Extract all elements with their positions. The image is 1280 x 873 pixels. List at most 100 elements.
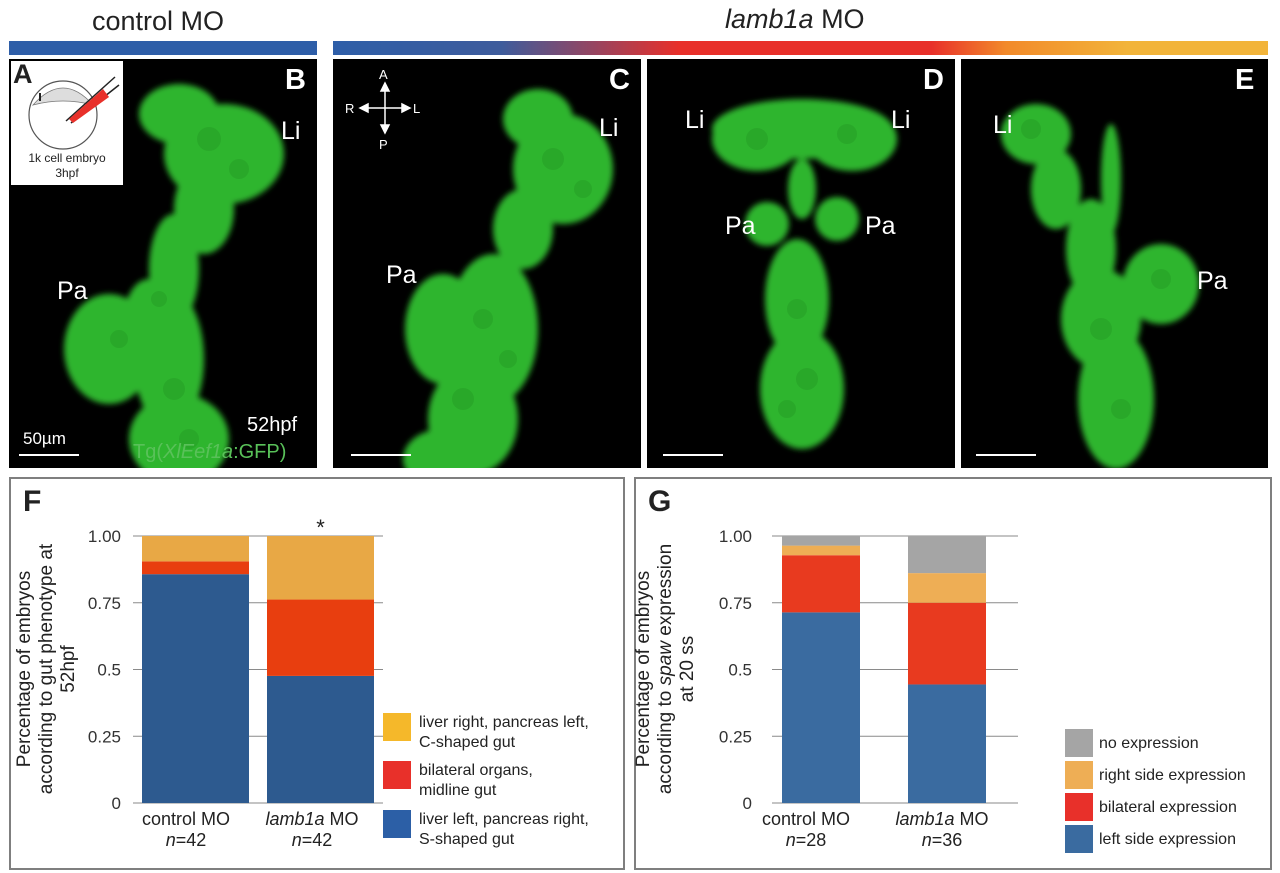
- chart-g-category-0: control MO n=28: [731, 809, 881, 851]
- chart-g-legend-label-2: bilateral expression: [1099, 799, 1237, 816]
- chart-f-bar-1-1: [267, 599, 374, 676]
- pancreas-label-d-left: Pa: [725, 212, 756, 240]
- chart-g-category-1-n: n=36: [921, 830, 963, 850]
- chart-f-ytick-2: 0.5: [97, 661, 121, 680]
- inset-caption-line1: 1k cell embryo: [28, 151, 106, 165]
- chart-f-bar-1-2: [267, 536, 374, 600]
- scale-bar-b: [19, 454, 79, 456]
- liver-label-c: Li: [599, 114, 619, 142]
- chart-g-bar-1-3: [908, 536, 986, 574]
- chart-f-legend-swatch-0: [383, 713, 411, 741]
- pancreas-label-d-right: Pa: [865, 212, 896, 240]
- panel-label-a: A: [13, 59, 33, 89]
- chart-f-legend-swatch-1: [383, 761, 411, 789]
- micrograph-panel-d: D Li Li Pa Pa: [647, 59, 955, 468]
- chart-g-category-0-label: control MO: [761, 809, 851, 829]
- chart-g-category-0-n: n=28: [785, 830, 827, 850]
- panel-label-f: F: [23, 485, 42, 518]
- gut-gfp-image-d: [712, 99, 897, 449]
- chart-f-ytick-0: 0: [112, 794, 121, 813]
- chart-f-bar-1-0: [267, 675, 374, 803]
- chart-g-ytick-1: 0.25: [719, 727, 752, 746]
- liver-label-d-left: Li: [685, 106, 705, 134]
- micrograph-panel-c: A P R L C Li Pa: [333, 59, 641, 468]
- chart-g-bar-1-2: [908, 573, 986, 603]
- chart-g-ytick-2: 0.5: [728, 661, 752, 680]
- pancreas-label-c: Pa: [386, 261, 417, 289]
- panel-label-c: C: [609, 64, 630, 96]
- chart-g-bar-0-0: [782, 612, 860, 803]
- chart-g-legend-label-1: right side expression: [1099, 767, 1246, 784]
- chart-g-bar-1-0: [908, 684, 986, 803]
- panel-label-d: D: [923, 64, 944, 96]
- panel-label-e: E: [1235, 64, 1255, 96]
- chart-f-legend-label-2: liver left, pancreas right, S-shaped gut: [419, 811, 589, 848]
- pancreas-label-e: Pa: [1197, 267, 1228, 295]
- chart-f-bar-0-0: [142, 574, 249, 803]
- lamb1a-gradient-bar: [333, 41, 1268, 55]
- transgene-prefix: Tg(: [133, 441, 163, 463]
- chart-g-ytick-4: 1.00: [719, 527, 752, 546]
- chart-g-legend-label-0: no expression: [1099, 735, 1199, 752]
- chart-f-ytick-3: 0.75: [88, 594, 121, 613]
- gut-gfp-image-b: [64, 84, 284, 468]
- chart-g-bar-0-2: [782, 545, 860, 556]
- chart-g-category-1: lamb1a MO n=36: [867, 809, 1017, 851]
- inset-caption-line2: 3hpf: [55, 166, 79, 180]
- chart-g-ytick-3: 0.75: [719, 594, 752, 613]
- lamb1a-mo-header: lamb1a MO: [725, 4, 865, 35]
- liver-label-e: Li: [993, 111, 1013, 139]
- chart-g-legend-swatch-1: [1065, 761, 1093, 789]
- axis-anterior: A: [379, 67, 388, 82]
- scale-bar-d: [663, 454, 723, 456]
- chart-f-legend-label-0: liver right, pancreas left, C-shaped gut: [419, 714, 589, 751]
- chart-f-category-0: control MO n=42: [111, 809, 261, 851]
- gut-gfp-image-e: [1001, 104, 1199, 468]
- chart-g-legend-swatch-3: [1065, 825, 1093, 853]
- chart-f-category-1-label: lamb1a MO: [265, 809, 359, 829]
- chart-f-ytick-1: 0.25: [88, 727, 121, 746]
- transgene-suffix: :GFP): [233, 441, 287, 463]
- liver-label-d-right: Li: [891, 106, 911, 134]
- scale-bar-c: [351, 454, 411, 456]
- chart-g-bar-1-1: [908, 602, 986, 685]
- chart-f-category-0-n: n=42: [165, 830, 207, 850]
- pancreas-label-b: Pa: [57, 277, 88, 305]
- micrograph-panel-e: E Li Pa: [961, 59, 1268, 468]
- chart-f-ytick-4: 1.00: [88, 527, 121, 546]
- chart-f-plot: 0 0.25 0.5 0.75 1.00 *: [88, 515, 383, 813]
- panel-label-b: B: [285, 64, 306, 96]
- chart-box-f: F Percentage of embryos according to gut…: [9, 477, 625, 870]
- chart-f-category-1: lamb1a MO n=42: [237, 809, 387, 851]
- chart-g-legend-swatch-0: [1065, 729, 1093, 757]
- chart-f-category-1-n: n=42: [291, 830, 333, 850]
- chart-g-plot: 0 0.25 0.5 0.75 1.00: [719, 527, 1018, 813]
- axis-posterior: P: [379, 137, 388, 152]
- chart-g-legend-label-3: left side expression: [1099, 831, 1236, 848]
- axis-left: L: [413, 101, 421, 116]
- chart-box-g: G Percentage of embryos according to spa…: [633, 477, 1272, 870]
- chart-g-bar-0-1: [782, 555, 860, 613]
- chart-g-category-1-label: lamb1a MO: [895, 809, 989, 829]
- chart-f-legend-swatch-2: [383, 810, 411, 838]
- gut-gfp-image-c: [358, 81, 613, 468]
- axis-right: R: [345, 101, 355, 116]
- chart-f-bar-0-2: [142, 536, 249, 562]
- chart-f-category-0-label: control MO: [141, 809, 231, 829]
- control-mo-header: control MO: [92, 6, 225, 36]
- liver-label-b: Li: [281, 117, 301, 145]
- chart-g-ytick-0: 0: [743, 794, 752, 813]
- control-color-bar: [9, 41, 317, 55]
- stage-label: 52hpf: [247, 414, 298, 436]
- lamb1a-mo-suffix: MO: [813, 4, 865, 34]
- injection-inset-a: A 1k cell embryo 3hpf: [11, 59, 123, 185]
- transgene-gene: XlEef1a: [163, 441, 234, 463]
- chart-f-significance-1: *: [316, 515, 325, 540]
- chart-g-bar-0-3: [782, 536, 860, 546]
- chart-f-bar-0-1: [142, 561, 249, 575]
- lamb1a-gene-name: lamb1a: [725, 4, 814, 34]
- embryo-injection-drawing: [28, 76, 120, 150]
- scale-bar-e: [976, 454, 1036, 456]
- chart-g-legend-swatch-2: [1065, 793, 1093, 821]
- micrograph-panel-b: A 1k cell embryo 3hpf B Li Pa 50µm 52hpf…: [9, 59, 317, 468]
